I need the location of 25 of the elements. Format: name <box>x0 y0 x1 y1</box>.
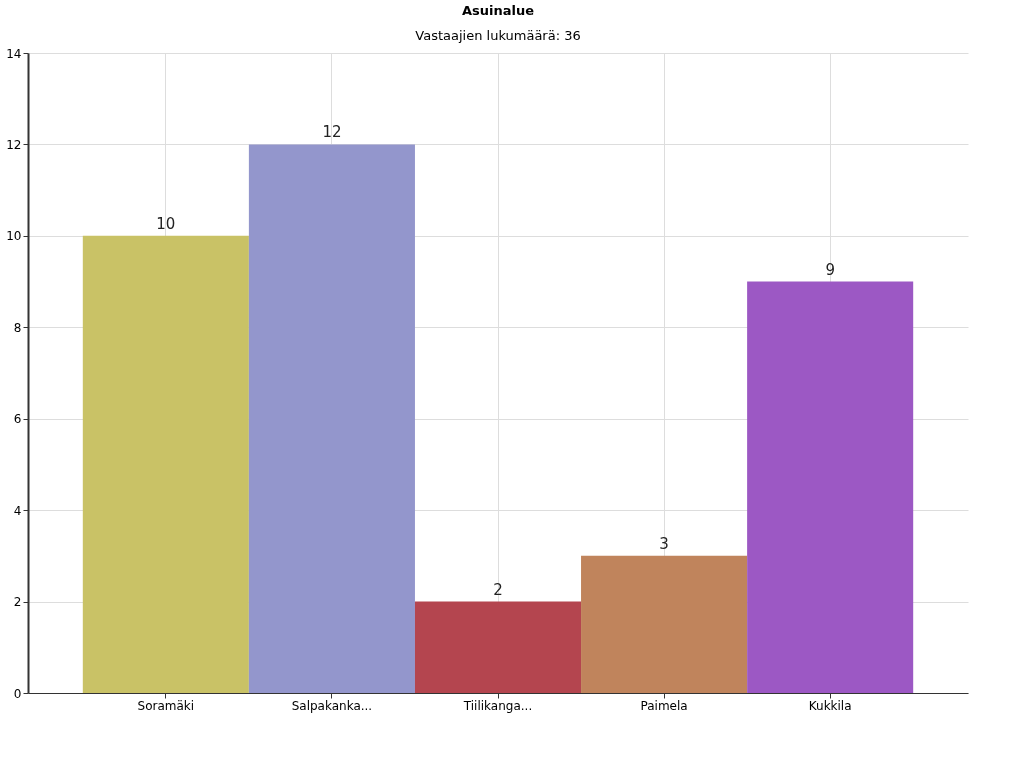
x-tick-label: Kukkila <box>808 698 852 713</box>
chart-subtitle: Vastaajien lukumäärä: 36 <box>415 28 581 43</box>
y-tick-label: 2 <box>13 595 22 610</box>
y-tick-label: 12 <box>6 137 22 152</box>
x-tick-label: Salpakanka... <box>291 698 373 713</box>
y-tick-label: 0 <box>13 686 22 701</box>
y-tick-label: 6 <box>13 412 22 427</box>
bar <box>581 555 748 693</box>
x-tick-label: Tiilikanga... <box>462 698 533 713</box>
y-tick-label: 10 <box>6 229 22 244</box>
data-label: 12 <box>322 123 342 142</box>
bar <box>82 235 249 693</box>
bar <box>248 144 415 693</box>
bar <box>747 281 914 693</box>
bar <box>414 601 582 693</box>
x-tick-label: Paimela <box>640 698 688 713</box>
chart-title: Asuinalue <box>461 3 535 18</box>
y-tick-label: 4 <box>13 503 22 518</box>
data-label: 3 <box>659 534 669 553</box>
x-tick-label: Soramäki <box>137 698 195 713</box>
data-label: 2 <box>493 580 503 599</box>
y-tick-label: 8 <box>13 320 22 335</box>
data-label: 9 <box>825 260 835 279</box>
y-tick-label: 14 <box>6 46 22 61</box>
data-label: 10 <box>156 214 176 233</box>
